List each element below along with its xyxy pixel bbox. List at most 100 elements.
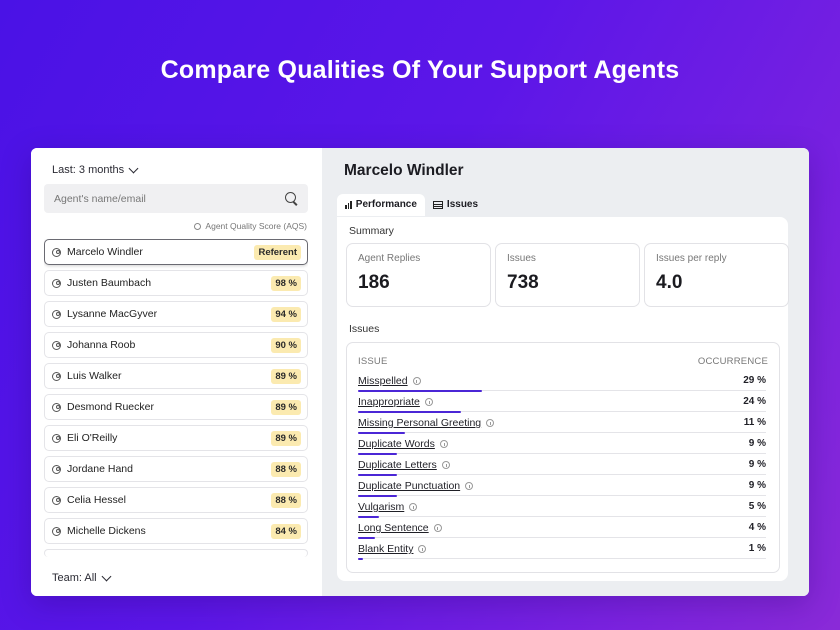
issue-row: Vulgarism 5 % — [358, 500, 777, 521]
issue-bar-track — [358, 453, 766, 454]
search-input[interactable] — [54, 192, 285, 205]
occurrence-column-header: OCCURRENCE — [697, 356, 768, 367]
stat-label: Agent Replies — [358, 253, 421, 264]
issue-percentage: 29 % — [743, 375, 766, 386]
agent-list[interactable]: Marcelo Windler Referent Justen Baumbach 98… — [44, 239, 308, 557]
page-headline: Compare Qualities Of Your Support Agents — [160, 56, 680, 84]
info-icon[interactable] — [486, 419, 495, 427]
issue-name-link[interactable]: Blank Entity — [358, 543, 427, 555]
issue-name: Blank Entity — [358, 543, 414, 555]
agent-search — [44, 184, 308, 213]
app-panel: Last: 3 months Agent Quality Score (AQS)… — [31, 148, 809, 596]
agent-row-partial[interactable] — [44, 549, 308, 557]
issue-column-header: ISSUE — [358, 356, 388, 367]
issue-name-link[interactable]: Inappropriate — [358, 396, 433, 408]
issue-name: Long Sentence — [358, 522, 429, 534]
issue-bar-track — [358, 411, 766, 412]
issue-name-link[interactable]: Misspelled — [358, 375, 421, 387]
issue-bar-fill — [358, 452, 397, 455]
agent-name: Celia Hessel — [67, 494, 126, 506]
summary-label: Summary — [349, 225, 394, 237]
agent-name: Michelle Dickens — [67, 525, 146, 537]
issue-bar-track — [358, 390, 766, 391]
performance-card: Summary Agent Replies 186 Issues 738 Iss… — [337, 217, 789, 581]
agent-detail: Marcelo Windler Performance Issues Summa… — [322, 148, 809, 596]
tab-performance-label: Performance — [355, 199, 417, 210]
person-icon — [52, 464, 61, 474]
stat-label: Issues per reply — [656, 253, 727, 264]
issue-name: Duplicate Letters — [358, 459, 437, 471]
issue-bar-fill — [358, 410, 461, 413]
stat-value: 4.0 — [656, 272, 683, 293]
date-range-dropdown[interactable]: Last: 3 months — [52, 163, 139, 176]
tab-performance[interactable]: Performance — [337, 194, 425, 216]
info-icon[interactable] — [439, 440, 448, 448]
issue-row: Duplicate Punctuation 9 % — [358, 479, 777, 500]
team-dropdown[interactable]: Team: All — [52, 571, 112, 584]
issue-bar-fill — [358, 557, 363, 560]
issue-percentage: 9 % — [748, 438, 766, 449]
bar-chart-icon — [345, 200, 352, 209]
agent-row[interactable]: Lysanne MacGyver 94 % — [44, 301, 308, 327]
chevron-down-icon — [128, 163, 139, 173]
agent-name: Desmond Ruecker — [67, 401, 154, 413]
issue-name: Inappropriate — [358, 396, 420, 408]
agent-name: Luis Walker — [67, 370, 122, 382]
issue-name-link[interactable]: Duplicate Words — [358, 438, 448, 450]
issue-percentage: 9 % — [748, 459, 766, 470]
issue-name: Misspelled — [358, 375, 408, 387]
agent-name: Jordane Hand — [67, 463, 133, 475]
issue-percentage: 5 % — [748, 501, 766, 512]
agent-row[interactable]: Jordane Hand 88 % — [44, 456, 308, 482]
agent-row[interactable]: Desmond Ruecker 89 % — [44, 394, 308, 420]
issues-table: ISSUE OCCURRENCE Misspelled 29 % Inappropr… — [346, 342, 780, 573]
info-icon[interactable] — [441, 461, 450, 469]
issue-percentage: 1 % — [748, 543, 766, 554]
person-icon — [52, 278, 61, 288]
agent-row[interactable]: Marcelo Windler Referent — [44, 239, 308, 265]
tab-issues[interactable]: Issues — [425, 194, 486, 216]
info-icon[interactable] — [412, 377, 421, 385]
issue-name-link[interactable]: Duplicate Letters — [358, 459, 450, 471]
issue-percentage: 24 % — [743, 396, 766, 407]
agent-score-badge: 98 % — [271, 275, 301, 291]
issue-row: Misspelled 29 % — [358, 374, 777, 395]
agent-name: Eli O'Reilly — [67, 432, 118, 444]
detail-tabs: Performance Issues — [337, 194, 486, 216]
person-icon — [52, 402, 61, 412]
tab-issues-label: Issues — [446, 199, 479, 210]
agent-row[interactable]: Luis Walker 89 % — [44, 363, 308, 389]
person-icon — [52, 371, 61, 381]
search-icon[interactable] — [285, 192, 298, 205]
issue-name: Missing Personal Greeting — [358, 417, 482, 429]
agent-sidebar: Last: 3 months Agent Quality Score (AQS)… — [31, 148, 322, 596]
issue-bar-track — [358, 495, 766, 496]
issue-row: Blank Entity 1 % — [358, 542, 777, 563]
agent-row[interactable]: Justen Baumbach 98 % — [44, 270, 308, 296]
issue-name-link[interactable]: Duplicate Punctuation — [358, 480, 474, 492]
issue-name-link[interactable]: Vulgarism — [358, 501, 418, 513]
agent-name: Lysanne MacGyver — [67, 308, 158, 320]
date-range-label: Last: 3 months — [52, 164, 125, 176]
issue-name-link[interactable]: Missing Personal Greeting — [358, 417, 495, 429]
agent-name: Johanna Roob — [67, 339, 136, 351]
issue-bar-fill — [358, 515, 379, 518]
agent-score-badge: 84 % — [271, 523, 301, 539]
stat-issues: Issues 738 — [495, 243, 640, 307]
info-icon[interactable] — [433, 524, 442, 532]
score-caption: Agent Quality Score (AQS) — [194, 221, 307, 231]
agent-row[interactable]: Celia Hessel 88 % — [44, 487, 308, 513]
agent-row[interactable]: Johanna Roob 90 % — [44, 332, 308, 358]
agent-row[interactable]: Michelle Dickens 84 % — [44, 518, 308, 544]
stat-agent-replies: Agent Replies 186 — [346, 243, 491, 307]
info-icon[interactable] — [424, 398, 433, 406]
info-icon[interactable] — [465, 482, 474, 490]
issue-bar-fill — [358, 494, 397, 497]
issue-name-link[interactable]: Long Sentence — [358, 522, 442, 534]
agent-row[interactable]: Eli O'Reilly 89 % — [44, 425, 308, 451]
info-icon[interactable] — [409, 503, 418, 511]
info-icon[interactable] — [418, 545, 427, 553]
issue-bar-track — [358, 558, 766, 559]
issue-bar-fill — [358, 389, 482, 392]
agent-score-badge: Referent — [254, 244, 301, 260]
